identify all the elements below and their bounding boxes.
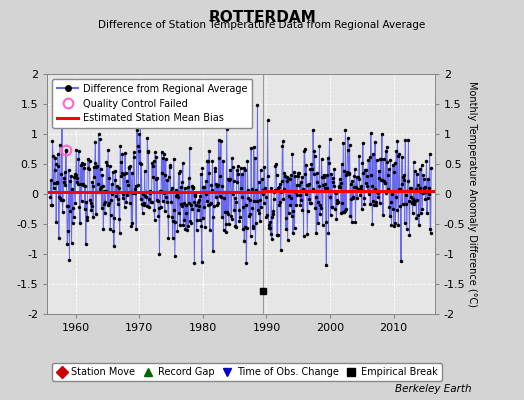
Text: Difference of Station Temperature Data from Regional Average: Difference of Station Temperature Data f… (99, 20, 425, 30)
Legend: Station Move, Record Gap, Time of Obs. Change, Empirical Break: Station Move, Record Gap, Time of Obs. C… (52, 363, 442, 381)
Text: ROTTERDAM: ROTTERDAM (208, 10, 316, 25)
Text: Berkeley Earth: Berkeley Earth (395, 384, 472, 394)
Y-axis label: Monthly Temperature Anomaly Difference (°C): Monthly Temperature Anomaly Difference (… (467, 81, 477, 307)
